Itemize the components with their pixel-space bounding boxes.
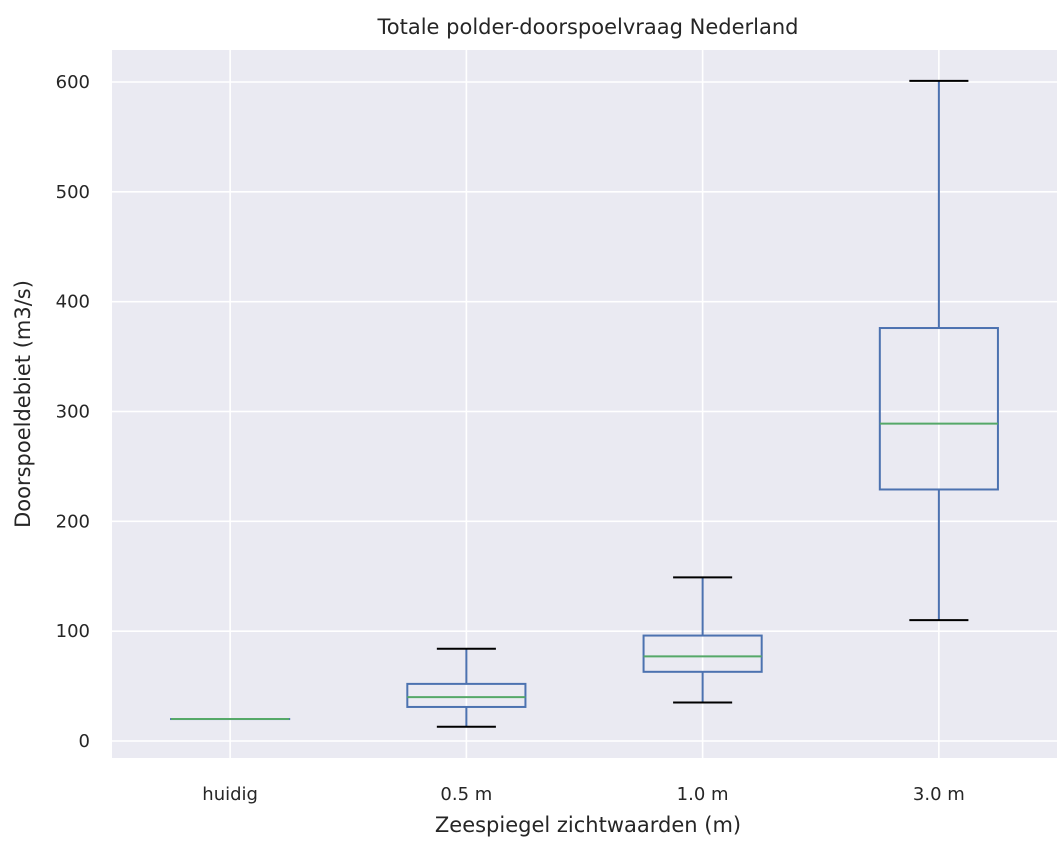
x-axis-label: Zeespiegel zichtwaarden (m) [435,813,741,837]
x-tick-label: huidig [202,784,258,805]
x-tick-label: 3.0 m [913,784,965,805]
x-axis-ticks: huidig 0.5 m 1.0 m 3.0 m [202,784,965,805]
y-tick-label: 100 [56,621,90,642]
y-tick-label: 0 [79,731,90,752]
y-tick-label: 300 [56,402,90,423]
y-tick-label: 200 [56,511,90,532]
y-tick-label: 400 [56,292,90,313]
x-tick-label: 1.0 m [677,784,729,805]
y-axis-ticks: 0 100 200 300 400 500 600 [56,72,90,752]
y-axis-label: Doorspoeldebiet (m3/s) [11,280,35,528]
y-tick-label: 500 [56,182,90,203]
chart-title: Totale polder-doorspoelvraag Nederland [377,15,799,39]
plot-area [112,50,1057,758]
y-tick-label: 600 [56,72,90,93]
x-tick-label: 0.5 m [440,784,492,805]
